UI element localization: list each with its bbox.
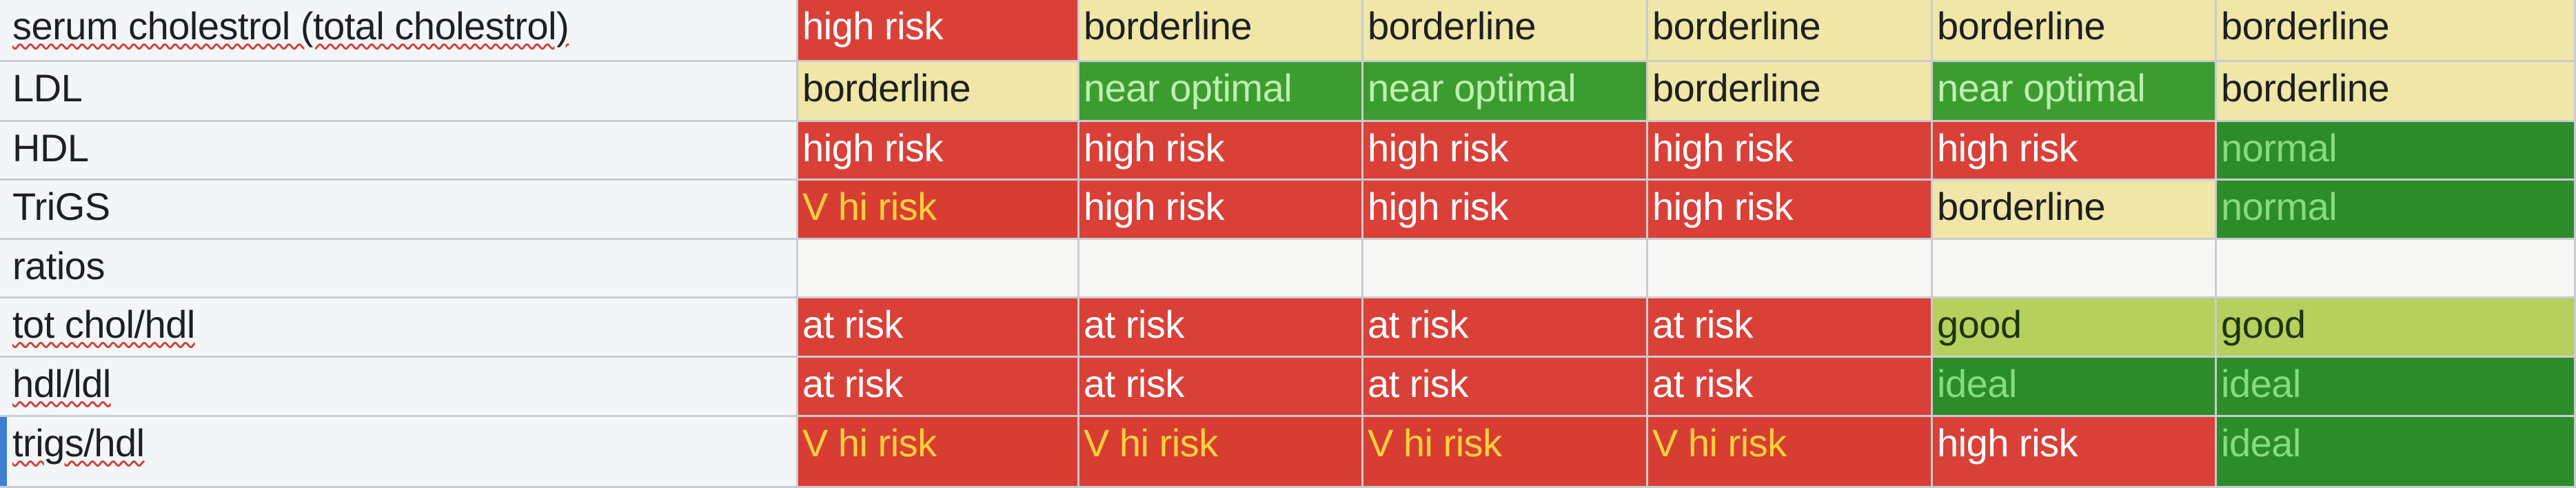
- data-cell[interactable]: [2217, 240, 2576, 298]
- data-cell[interactable]: [1363, 240, 1648, 298]
- row-label[interactable]: TriGS: [0, 181, 798, 240]
- row-label[interactable]: serum cholestrol (total cholestrol): [0, 0, 798, 62]
- data-cell[interactable]: high risk: [1363, 181, 1648, 240]
- data-cell[interactable]: V hi risk: [798, 417, 1079, 488]
- data-cell[interactable]: borderline: [1363, 0, 1648, 62]
- data-cell[interactable]: borderline: [1079, 0, 1363, 62]
- data-cell[interactable]: [1079, 240, 1363, 298]
- data-cell[interactable]: at risk: [1648, 298, 1933, 358]
- data-cell[interactable]: good: [2217, 298, 2576, 358]
- data-cell[interactable]: normal: [2217, 122, 2576, 181]
- data-cell[interactable]: borderline: [1933, 181, 2217, 240]
- data-cell[interactable]: high risk: [1648, 122, 1933, 181]
- data-cell[interactable]: [1933, 240, 2217, 298]
- data-cell[interactable]: high risk: [1079, 122, 1363, 181]
- data-cell[interactable]: ideal: [2217, 358, 2576, 417]
- row-label[interactable]: HDL: [0, 122, 798, 181]
- data-cell[interactable]: V hi risk: [798, 181, 1079, 240]
- data-cell[interactable]: high risk: [1933, 417, 2217, 488]
- row-label[interactable]: tot chol/hdl: [0, 298, 798, 358]
- data-cell[interactable]: at risk: [798, 298, 1079, 358]
- data-cell[interactable]: V hi risk: [1079, 417, 1363, 488]
- data-cell[interactable]: high risk: [1079, 181, 1363, 240]
- data-cell[interactable]: borderline: [1933, 0, 2217, 62]
- data-cell[interactable]: at risk: [1648, 358, 1933, 417]
- data-cell[interactable]: at risk: [1079, 358, 1363, 417]
- data-cell[interactable]: borderline: [798, 62, 1079, 122]
- data-cell[interactable]: high risk: [1933, 122, 2217, 181]
- data-cell[interactable]: near optimal: [1079, 62, 1363, 122]
- data-cell[interactable]: at risk: [1363, 298, 1648, 358]
- data-cell[interactable]: borderline: [1648, 0, 1933, 62]
- data-cell[interactable]: [798, 240, 1079, 298]
- data-cell[interactable]: good: [1933, 298, 2217, 358]
- data-cell[interactable]: V hi risk: [1648, 417, 1933, 488]
- data-cell[interactable]: at risk: [798, 358, 1079, 417]
- data-cell[interactable]: high risk: [1648, 181, 1933, 240]
- data-cell[interactable]: high risk: [1363, 122, 1648, 181]
- data-cell[interactable]: high risk: [798, 0, 1079, 62]
- row-label[interactable]: ratios: [0, 240, 798, 298]
- data-cell[interactable]: near optimal: [1363, 62, 1648, 122]
- data-cell[interactable]: borderline: [2217, 0, 2576, 62]
- data-cell[interactable]: at risk: [1363, 358, 1648, 417]
- data-cell[interactable]: borderline: [2217, 62, 2576, 122]
- data-cell[interactable]: at risk: [1079, 298, 1363, 358]
- data-cell[interactable]: borderline: [1648, 62, 1933, 122]
- data-cell[interactable]: [1648, 240, 1933, 298]
- data-cell[interactable]: V hi risk: [1363, 417, 1648, 488]
- data-cell[interactable]: ideal: [2217, 417, 2576, 488]
- data-cell[interactable]: high risk: [798, 122, 1079, 181]
- data-cell[interactable]: ideal: [1933, 358, 2217, 417]
- row-label[interactable]: trigs/hdl: [0, 417, 798, 488]
- row-label[interactable]: LDL: [0, 62, 798, 122]
- data-cell[interactable]: normal: [2217, 181, 2576, 240]
- data-cell[interactable]: near optimal: [1933, 62, 2217, 122]
- row-label[interactable]: hdl/ldl: [0, 358, 798, 417]
